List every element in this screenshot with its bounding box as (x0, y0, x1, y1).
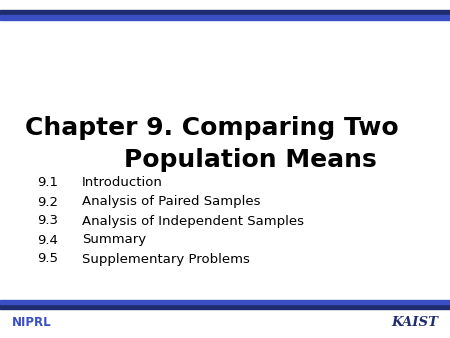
Text: KAIST: KAIST (391, 316, 438, 330)
Text: 9.2: 9.2 (37, 195, 58, 209)
Text: Supplementary Problems: Supplementary Problems (82, 252, 250, 266)
Text: 9.5: 9.5 (37, 252, 58, 266)
Bar (0, 15, 450, 20)
Text: Analysis of Paired Samples: Analysis of Paired Samples (82, 195, 261, 209)
Text: Summary: Summary (82, 234, 146, 246)
Text: NIPRL: NIPRL (12, 316, 52, 330)
Text: 9.3: 9.3 (37, 215, 58, 227)
Bar (0, 304, 450, 309)
Text: Population Means: Population Means (124, 148, 376, 172)
Text: Chapter 9. Comparing Two: Chapter 9. Comparing Two (25, 116, 399, 140)
Text: 9.1: 9.1 (37, 176, 58, 190)
Text: 9.4: 9.4 (37, 234, 58, 246)
Text: Analysis of Independent Samples: Analysis of Independent Samples (82, 215, 304, 227)
Bar (0, 10, 450, 15)
Text: Introduction: Introduction (82, 176, 163, 190)
Bar (0, 300, 450, 304)
